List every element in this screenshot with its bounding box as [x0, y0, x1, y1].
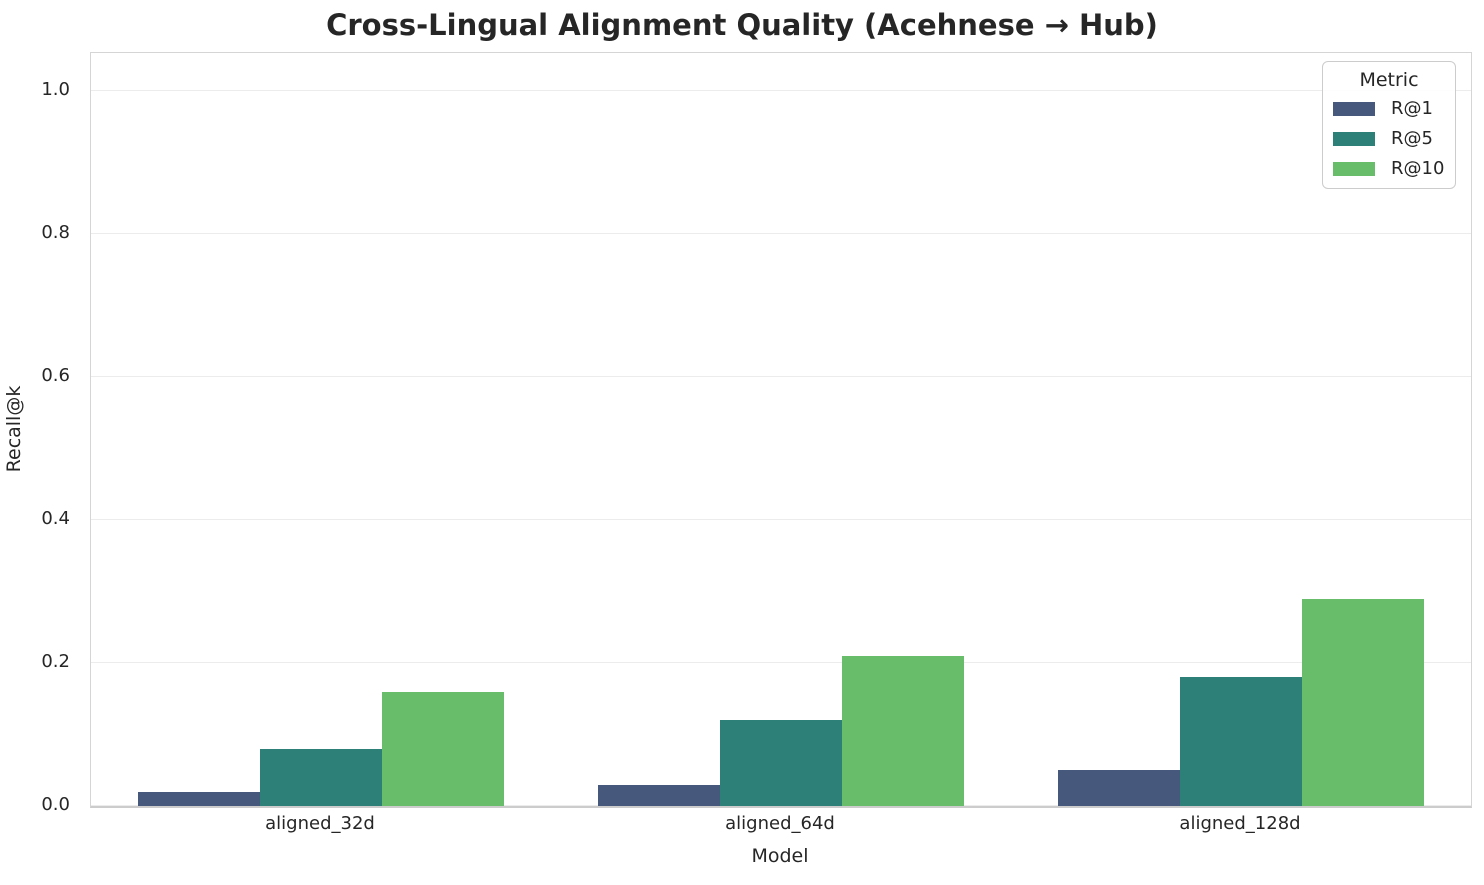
- plot-area: [90, 52, 1472, 808]
- gridline: [91, 90, 1471, 91]
- legend-item-label: R@5: [1391, 128, 1433, 149]
- gridline: [91, 376, 1471, 377]
- chart-title: Cross-Lingual Alignment Quality (Acehnes…: [326, 8, 1158, 42]
- bar-aligned_64d-R@5: [720, 720, 842, 806]
- legend-swatch-icon: [1333, 131, 1375, 146]
- bar-aligned_128d-R@10: [1302, 599, 1424, 806]
- y-axis-label: Recall@k: [3, 385, 25, 473]
- x-tick-label: aligned_64d: [725, 813, 835, 834]
- x-tick-label: aligned_32d: [265, 813, 375, 834]
- legend: Metric R@1 R@5 R@10: [1322, 61, 1456, 189]
- legend-swatch-icon: [1333, 161, 1375, 176]
- bar-aligned_64d-R@1: [598, 785, 720, 806]
- legend-items: R@1 R@5 R@10: [1333, 98, 1445, 179]
- bar-aligned_128d-R@5: [1180, 677, 1302, 806]
- y-axis-ticks: 0.0 0.2 0.4 0.6 0.8 1.0: [0, 52, 80, 815]
- gridline: [91, 233, 1471, 234]
- x-axis-ticks: aligned_32d aligned_64d aligned_128d: [90, 813, 1470, 839]
- y-tick-label: 0.8: [41, 222, 70, 243]
- bar-group-aligned_128d: [1058, 599, 1424, 806]
- gridline: [91, 519, 1471, 520]
- y-tick-label: 0.2: [41, 651, 70, 672]
- x-axis-label: Model: [751, 845, 809, 867]
- y-tick-label: 0.6: [41, 365, 70, 386]
- legend-item-R@5: R@5: [1333, 128, 1445, 149]
- bar-aligned_128d-R@1: [1058, 770, 1180, 806]
- y-tick-label: 0.4: [41, 508, 70, 529]
- bar-aligned_32d-R@1: [138, 792, 260, 806]
- legend-item-R@10: R@10: [1333, 158, 1445, 179]
- x-tick-label: aligned_128d: [1179, 813, 1301, 834]
- legend-title: Metric: [1359, 69, 1419, 91]
- legend-swatch-icon: [1333, 101, 1375, 116]
- bar-group-aligned_32d: [138, 692, 504, 806]
- y-tick-label: 0.0: [41, 794, 70, 815]
- bar-aligned_32d-R@5: [260, 749, 382, 806]
- bar-group-aligned_64d: [598, 656, 964, 806]
- bar-aligned_32d-R@10: [382, 692, 504, 806]
- legend-item-label: R@1: [1391, 98, 1433, 119]
- y-tick-label: 1.0: [41, 79, 70, 100]
- gridline: [91, 662, 1471, 663]
- legend-item-label: R@10: [1391, 158, 1445, 179]
- bar-aligned_64d-R@10: [842, 656, 964, 806]
- legend-item-R@1: R@1: [1333, 98, 1445, 119]
